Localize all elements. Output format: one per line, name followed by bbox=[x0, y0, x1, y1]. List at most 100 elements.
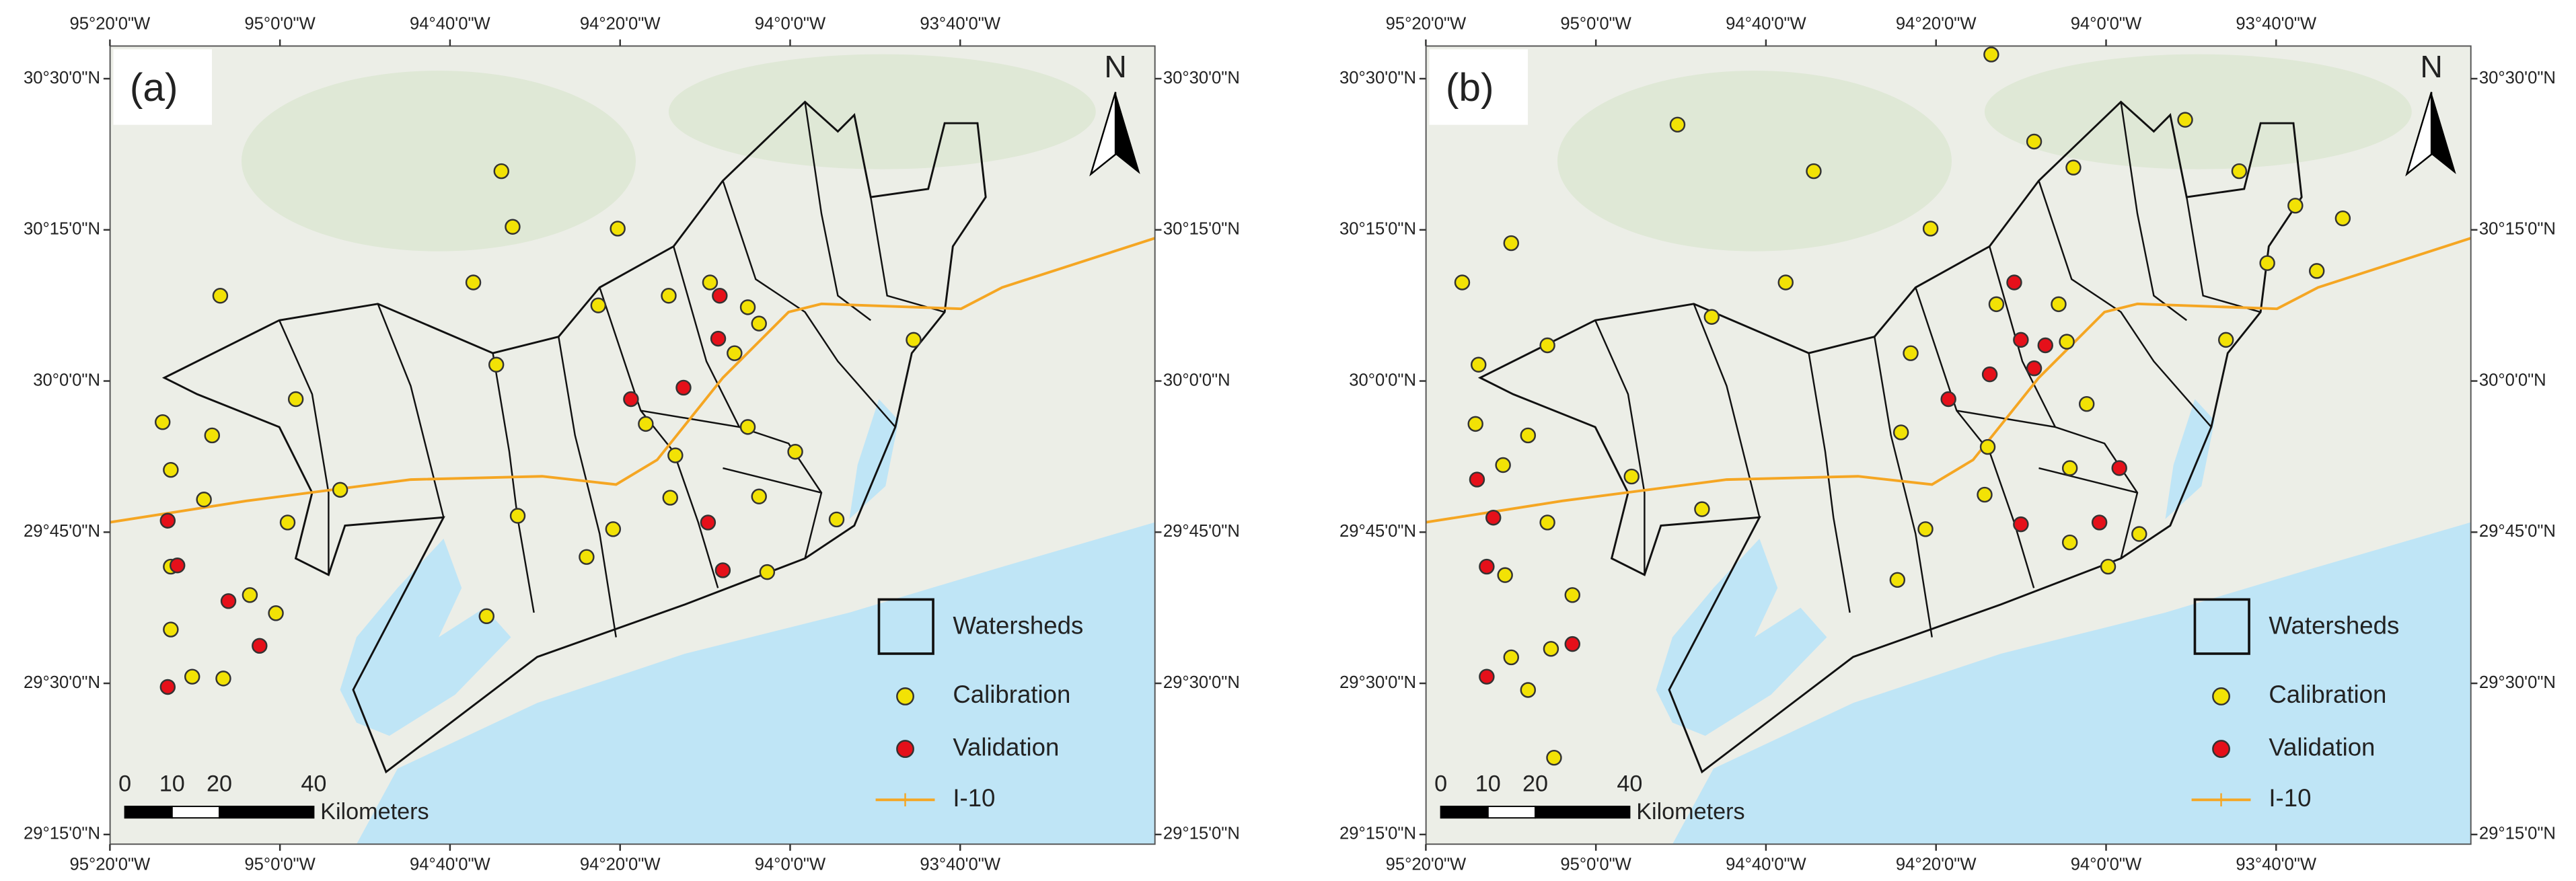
calibration-station bbox=[1806, 163, 1822, 180]
lat-tick-label: 29°15'0"N bbox=[24, 825, 100, 843]
north-arrow-right bbox=[1115, 91, 1140, 174]
calibration-station bbox=[2259, 255, 2275, 271]
calibration-station bbox=[2059, 334, 2075, 350]
calibration-station bbox=[667, 447, 684, 463]
validation-station bbox=[1981, 366, 1998, 383]
calibration-station bbox=[1497, 567, 1513, 583]
validation-station bbox=[712, 288, 728, 304]
calibration-station bbox=[215, 671, 231, 687]
calibration-station bbox=[1777, 274, 1794, 291]
legend-label: Validation bbox=[953, 733, 1059, 761]
calibration-station bbox=[268, 605, 284, 621]
lon-tick-label: 94°40'0"W bbox=[1726, 855, 1806, 874]
validation-station bbox=[2006, 274, 2022, 291]
lon-tick-label: 94°20'0"W bbox=[1896, 855, 1977, 874]
calibration-station bbox=[1546, 749, 1562, 766]
scale-tick-label: 40 bbox=[1617, 771, 1642, 796]
calibration-station bbox=[1977, 486, 1993, 503]
calibration-station bbox=[2061, 460, 2078, 476]
calibration-station bbox=[1669, 116, 1686, 133]
scale-tick-label: 0 bbox=[1434, 771, 1447, 796]
calibration-station bbox=[1520, 682, 1537, 698]
calibration-station bbox=[662, 490, 678, 506]
calibration-station bbox=[2078, 395, 2095, 412]
validation-station bbox=[1485, 510, 1502, 526]
lat-tick-label: 30°0'0"N bbox=[33, 371, 100, 389]
validation-station bbox=[675, 379, 692, 396]
calibration-station bbox=[1503, 649, 1519, 666]
calibration-station bbox=[1539, 514, 1555, 531]
calibration-station bbox=[1988, 296, 2005, 313]
calibration-station bbox=[493, 163, 509, 180]
lon-tick-label: 95°0'0"W bbox=[244, 14, 316, 33]
watershed-boundary bbox=[1874, 336, 1933, 638]
forest-area bbox=[668, 54, 1096, 169]
legend-label: Watersheds bbox=[953, 612, 1083, 640]
validation-station bbox=[1469, 471, 1485, 488]
calibration-station bbox=[1979, 438, 1996, 455]
calibration-station bbox=[579, 549, 595, 565]
i10-line bbox=[1426, 237, 2472, 524]
lon-tick-label: 94°20'0"W bbox=[1896, 14, 1977, 33]
watershed-boundary bbox=[492, 352, 535, 613]
calibration-station bbox=[1564, 587, 1580, 603]
lat-tick-label: 29°15'0"N bbox=[1339, 825, 1416, 843]
panel-label-box bbox=[1429, 49, 1529, 125]
legend-calibration-swatch bbox=[2212, 687, 2230, 705]
legend-label: I-10 bbox=[2269, 784, 2311, 812]
calibration-station bbox=[739, 419, 756, 435]
map-panel: (b) N Watersheds Calibration Validation I-10 0… bbox=[1339, 14, 2556, 874]
calibration-station bbox=[1471, 356, 1487, 373]
map-frame bbox=[1425, 45, 2472, 845]
lon-tick-label: 94°0'0"W bbox=[2071, 855, 2142, 874]
north-label: N bbox=[1104, 49, 1126, 84]
calibration-station bbox=[212, 288, 229, 304]
watershed-boundary bbox=[1808, 352, 1851, 613]
lon-tick-label: 94°20'0"W bbox=[580, 855, 661, 874]
lat-tick-label: 30°30'0"N bbox=[2479, 69, 2556, 87]
scale-segment bbox=[219, 806, 315, 819]
calibration-station bbox=[751, 315, 767, 332]
forest-area bbox=[1557, 71, 1952, 252]
calibration-station bbox=[1467, 416, 1483, 432]
calibration-station bbox=[163, 461, 179, 478]
lat-tick-label: 30°15'0"N bbox=[2479, 220, 2556, 239]
watershed-boundary bbox=[2120, 102, 2187, 321]
calibration-station bbox=[2065, 159, 2082, 176]
calibration-station bbox=[163, 621, 179, 638]
validation-station bbox=[220, 593, 237, 609]
watershed-boundary bbox=[558, 336, 617, 638]
validation-station bbox=[2013, 332, 2029, 348]
legend-label: Calibration bbox=[953, 681, 1070, 708]
lon-tick-label: 93°40'0"W bbox=[920, 14, 1000, 33]
forest-area bbox=[241, 71, 636, 252]
calibration-station bbox=[638, 416, 654, 432]
validation-station bbox=[1940, 391, 1956, 408]
lon-tick-label: 94°40'0"W bbox=[1726, 14, 1806, 33]
calibration-station bbox=[242, 587, 258, 603]
calibration-station bbox=[1922, 221, 1939, 237]
lon-tick-label: 94°0'0"W bbox=[755, 14, 826, 33]
scale-tick-label: 40 bbox=[301, 771, 326, 796]
lake-water bbox=[849, 399, 899, 519]
scale-tick-label: 10 bbox=[159, 771, 185, 796]
calibration-station bbox=[478, 608, 494, 625]
lat-tick-label: 30°30'0"N bbox=[1339, 69, 1416, 87]
calibration-station bbox=[154, 414, 171, 430]
calibration-station bbox=[590, 297, 607, 313]
validation-station bbox=[2091, 514, 2108, 531]
validation-station bbox=[700, 514, 716, 531]
lat-tick-label: 30°0'0"N bbox=[1349, 371, 1416, 389]
north-arrow-right bbox=[2431, 91, 2456, 174]
lon-tick-label: 94°40'0"W bbox=[410, 855, 490, 874]
calibration-station bbox=[1503, 235, 1519, 252]
scale-segment bbox=[1487, 806, 1536, 819]
legend-label: Validation bbox=[2269, 733, 2375, 761]
legend-calibration-swatch bbox=[896, 687, 914, 705]
lon-tick-label: 93°40'0"W bbox=[920, 855, 1000, 874]
lon-tick-label: 94°20'0"W bbox=[580, 14, 661, 33]
legend-watershed-swatch bbox=[2193, 598, 2250, 655]
watershed-boundary bbox=[722, 180, 896, 428]
lon-tick-label: 94°0'0"W bbox=[755, 855, 826, 874]
watershed-boundary bbox=[1594, 319, 1646, 575]
